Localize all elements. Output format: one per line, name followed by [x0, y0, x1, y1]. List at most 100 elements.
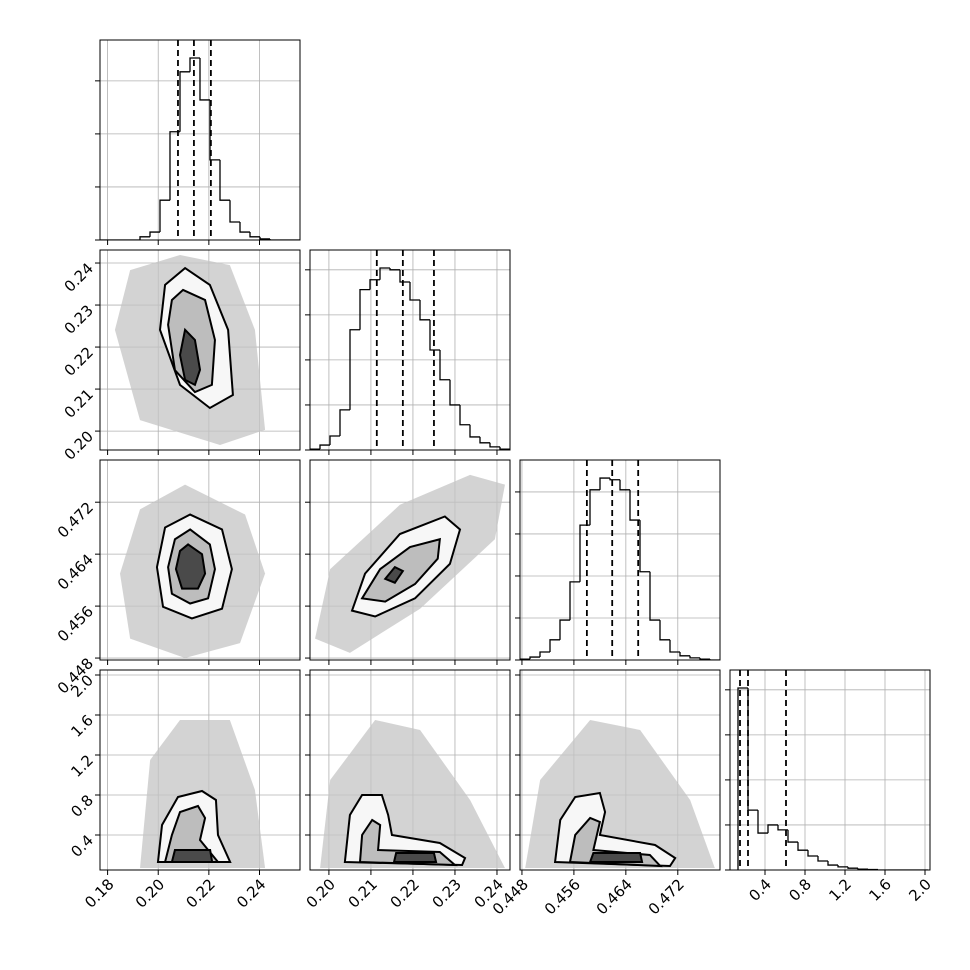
histogram-step: [429, 319, 440, 351]
histogram-step: [389, 268, 400, 271]
panel: 0.18 0.20 0.22 0.240.40.81.21.62.0: [67, 669, 301, 912]
histogram-step: [310, 448, 320, 450]
histogram-step: [449, 379, 460, 406]
x-tick-label: 1.6: [865, 875, 895, 905]
histogram-step: [689, 655, 700, 659]
plot-area: [100, 670, 300, 870]
histogram-step: [709, 659, 720, 660]
histogram-step: [259, 236, 270, 240]
histogram-step: [369, 279, 380, 290]
histogram-step: [239, 221, 250, 233]
histogram-step: [599, 477, 610, 490]
y-tick-label: 0.20: [61, 427, 97, 463]
histogram-step: [817, 856, 828, 862]
contour: [170, 849, 214, 863]
x-tick-label: 0.456: [541, 875, 584, 918]
histogram-step: [569, 581, 580, 621]
y-tick-label: 1.6: [67, 711, 97, 741]
histogram-step: [767, 824, 778, 834]
histogram-step: [757, 810, 768, 834]
contour: [392, 852, 438, 863]
panel: [305, 459, 511, 665]
panel-frame: [309, 249, 511, 451]
x-tick-label: 0.21: [345, 875, 381, 911]
panel-frame: [519, 669, 721, 871]
plot-area: [100, 460, 300, 660]
histogram-step: [139, 236, 150, 240]
panel: [305, 249, 511, 455]
panel: [95, 39, 301, 245]
histogram-step: [787, 829, 798, 843]
histogram-step: [589, 489, 600, 526]
histogram-step: [520, 658, 530, 660]
histogram-step: [219, 159, 230, 201]
y-tick-label: 0.8: [67, 791, 97, 821]
x-tick-label: 0.8: [785, 875, 815, 905]
histogram-step: [549, 639, 560, 653]
histogram-step: [209, 99, 220, 161]
histogram-step: [639, 520, 650, 573]
histogram-step: [199, 58, 210, 101]
panel-frame: [99, 459, 301, 661]
histogram-step: [159, 199, 170, 233]
histogram-step: [699, 657, 710, 660]
histogram-step: [649, 571, 660, 621]
histogram-step: [439, 350, 450, 381]
contour: [163, 804, 221, 863]
histogram-step: [807, 850, 818, 857]
histogram-step: [609, 478, 620, 481]
panel-frame: [309, 669, 511, 871]
histogram-step: [319, 444, 330, 450]
plot-area: [520, 670, 720, 870]
contour: [588, 852, 644, 863]
histogram-step: [149, 231, 160, 237]
histogram-step: [229, 200, 240, 223]
histogram-step: [489, 442, 500, 448]
x-tick-label: 0.18: [81, 875, 117, 911]
histogram-step: [629, 489, 640, 521]
x-tick-label: 0.464: [593, 875, 636, 918]
y-tick-label: 0.24: [61, 259, 97, 295]
x-tick-label: 0.20: [303, 875, 339, 911]
panel: 0.200.210.220.230.24: [61, 249, 301, 464]
histogram-step: [837, 865, 848, 868]
plot-area: [520, 460, 720, 660]
plot-area: [310, 460, 510, 660]
histogram-step: [499, 446, 510, 450]
histogram-step: [169, 131, 180, 201]
panel: [515, 459, 721, 665]
panel-frame: [729, 669, 931, 871]
x-tick-label: 0.472: [645, 875, 688, 918]
histogram-step: [777, 824, 788, 831]
histogram-step: [659, 620, 670, 641]
histogram-step: [679, 652, 690, 657]
histogram-step: [419, 300, 430, 321]
x-tick-label: 1.2: [825, 875, 855, 905]
histogram-step: [379, 267, 390, 280]
x-tick-label: 0.4: [745, 875, 775, 905]
panel: 0.4 0.8 1.2 1.6 2.0: [725, 669, 935, 905]
panel-frame: [99, 39, 301, 241]
y-tick-label: 0.22: [61, 343, 97, 379]
histogram-step: [857, 868, 868, 870]
x-tick-label: 0.22: [183, 875, 219, 911]
histogram-step: [459, 404, 470, 426]
contour: [174, 543, 207, 590]
y-tick-label: 0.456: [54, 602, 97, 645]
plot-area: [100, 250, 300, 450]
y-tick-label: 1.2: [67, 751, 97, 781]
x-tick-label: 0.20: [132, 875, 168, 911]
x-tick-label: 2.0: [905, 875, 935, 905]
x-tick-label: 0.24: [233, 875, 269, 911]
histogram-step: [529, 656, 540, 660]
histogram-step: [179, 71, 190, 132]
y-tick-label: 0.23: [61, 301, 97, 337]
contour: [383, 565, 405, 584]
histogram-step: [737, 687, 748, 870]
histogram-step: [827, 860, 838, 866]
plot-area: [310, 670, 510, 870]
histogram-step: [189, 57, 200, 72]
